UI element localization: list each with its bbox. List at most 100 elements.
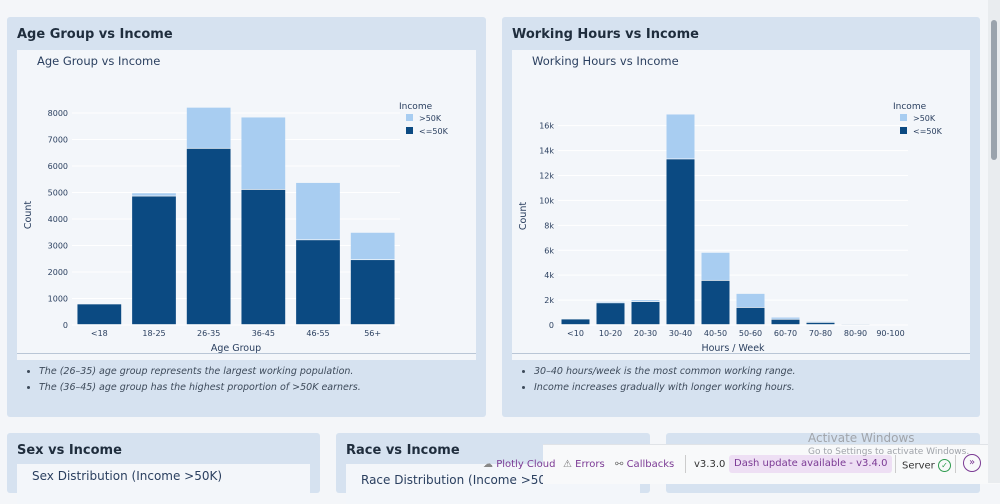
y-tick-label: 2000 <box>48 268 68 277</box>
devbar-divider <box>895 455 896 473</box>
bar-segment <box>667 159 695 324</box>
y-tick-label: 1000 <box>48 294 68 303</box>
legend-swatch <box>406 127 413 134</box>
x-tick-label: 20-30 <box>634 329 657 338</box>
bar-segment <box>296 240 340 324</box>
x-tick-label: 10-20 <box>599 329 622 338</box>
callbacks-button[interactable]: ⚯ Callbacks <box>615 459 674 470</box>
bar-segment <box>351 233 395 260</box>
y-tick-label: 4k <box>544 271 554 280</box>
x-tick-label: 30-40 <box>669 329 692 338</box>
y-tick-label: 16k <box>539 122 554 131</box>
y-tick-label: 6k <box>544 246 554 255</box>
legend-title: Income <box>893 102 927 112</box>
bar-segment <box>241 117 285 189</box>
chevrons-right-icon: » <box>969 457 975 468</box>
legend-swatch <box>900 127 907 134</box>
x-tick-label: 90-100 <box>876 329 904 338</box>
x-tick-label: 26-35 <box>197 329 220 338</box>
insight-item: The (36–45) age group has the highest pr… <box>39 380 361 396</box>
plotly-cloud-label: Plotly Cloud <box>496 459 555 470</box>
legend-label: >50K <box>913 114 936 123</box>
bar-segment <box>351 260 395 324</box>
legend-swatch <box>900 114 907 121</box>
dash-version: v3.3.0 <box>694 459 725 470</box>
y-tick-label: 0 <box>63 321 68 330</box>
insight-item: Income increases gradually with longer w… <box>534 380 796 396</box>
sex-income-card: Sex vs Income Sex Distribution (Income >… <box>7 433 320 493</box>
bar-segment <box>241 190 285 324</box>
legend-title: Income <box>399 102 433 112</box>
sex-card-heading: Sex vs Income <box>17 443 122 458</box>
plotly-cloud-button[interactable]: ☁ Plotly Cloud <box>483 459 555 470</box>
devbar-divider <box>685 455 686 473</box>
age-income-card: Age Group vs Income Age Group vs Income 0… <box>7 17 486 417</box>
bar-segment <box>772 318 800 319</box>
activate-windows-subtitle: Go to Settings to activate Windows. <box>808 447 969 457</box>
x-tick-label: 60-70 <box>774 329 797 338</box>
chart-title: Age Group vs Income <box>37 54 160 68</box>
age-income-chart[interactable]: Age Group vs Income010002000300040005000… <box>17 50 476 360</box>
bar-segment <box>667 114 695 158</box>
bar-segment <box>632 300 660 301</box>
insight-item: The (26–35) age group represents the lar… <box>39 364 361 380</box>
bar-segment <box>807 323 835 324</box>
race-chart-title: Race Distribution (Income >50K <box>361 473 554 487</box>
x-tick-label: 46-55 <box>306 329 329 338</box>
y-tick-label: 3000 <box>48 241 68 250</box>
y-tick-label: 10k <box>539 196 554 205</box>
bar-segment <box>187 108 231 148</box>
sex-chart-title: Sex Distribution (Income >50K) <box>32 469 222 483</box>
y-axis-title: Count <box>518 202 529 230</box>
hours-income-card: Working Hours vs Income Working Hours vs… <box>502 17 980 417</box>
devbar-divider <box>955 455 956 473</box>
hours-card-divider <box>512 353 970 354</box>
y-tick-label: 8000 <box>48 109 68 118</box>
update-available-badge[interactable]: Dash update available - v3.4.0 <box>729 455 892 473</box>
x-tick-label: 56+ <box>364 329 381 338</box>
errors-label: Errors <box>575 459 605 470</box>
callbacks-icon: ⚯ <box>615 459 623 470</box>
hours-income-chart[interactable]: Working Hours vs Income02k4k6k8k10k12k14… <box>512 50 970 360</box>
callbacks-label: Callbacks <box>627 459 675 470</box>
age-insights-list: The (26–35) age group represents the lar… <box>23 364 361 396</box>
bar-segment <box>702 253 730 280</box>
y-tick-label: 12k <box>539 172 554 181</box>
x-tick-label: <10 <box>567 329 584 338</box>
x-tick-label: 18-25 <box>142 329 165 338</box>
age-card-divider <box>17 353 476 354</box>
y-tick-label: 14k <box>539 147 554 156</box>
chart-title: Working Hours vs Income <box>532 54 679 68</box>
bar-segment <box>77 304 121 324</box>
y-tick-label: 8k <box>544 221 554 230</box>
errors-button[interactable]: ⚠ Errors <box>563 459 605 470</box>
y-axis-title: Count <box>23 201 34 229</box>
check-circle-icon: ✓ <box>938 459 951 472</box>
x-tick-label: 40-50 <box>704 329 727 338</box>
y-tick-label: 7000 <box>48 135 68 144</box>
y-tick-label: 6000 <box>48 162 68 171</box>
legend-label: >50K <box>419 114 442 123</box>
age-card-heading: Age Group vs Income <box>17 27 173 42</box>
bar-segment <box>597 302 625 303</box>
bar-segment <box>187 149 231 324</box>
legend-label: <=50K <box>419 127 449 136</box>
bar-segment <box>132 193 176 195</box>
warning-icon: ⚠ <box>563 459 572 470</box>
hours-insights-list: 30–40 hours/week is the most common work… <box>518 364 796 396</box>
bar-segment <box>772 320 800 325</box>
page-scrollbar[interactable] <box>988 0 1000 483</box>
bar-segment <box>737 308 765 324</box>
server-label: Server <box>902 461 935 472</box>
race-card-heading: Race vs Income <box>346 443 460 458</box>
y-tick-label: 4000 <box>48 215 68 224</box>
bar-segment <box>132 196 176 324</box>
scrollbar-thumb[interactable] <box>991 20 997 160</box>
x-tick-label: 50-60 <box>739 329 762 338</box>
legend-label: <=50K <box>913 127 943 136</box>
x-tick-label: <18 <box>91 329 108 338</box>
bar-segment <box>296 183 340 239</box>
x-tick-label: 36-45 <box>252 329 275 338</box>
bar-segment <box>597 303 625 324</box>
bar-segment <box>632 302 660 324</box>
